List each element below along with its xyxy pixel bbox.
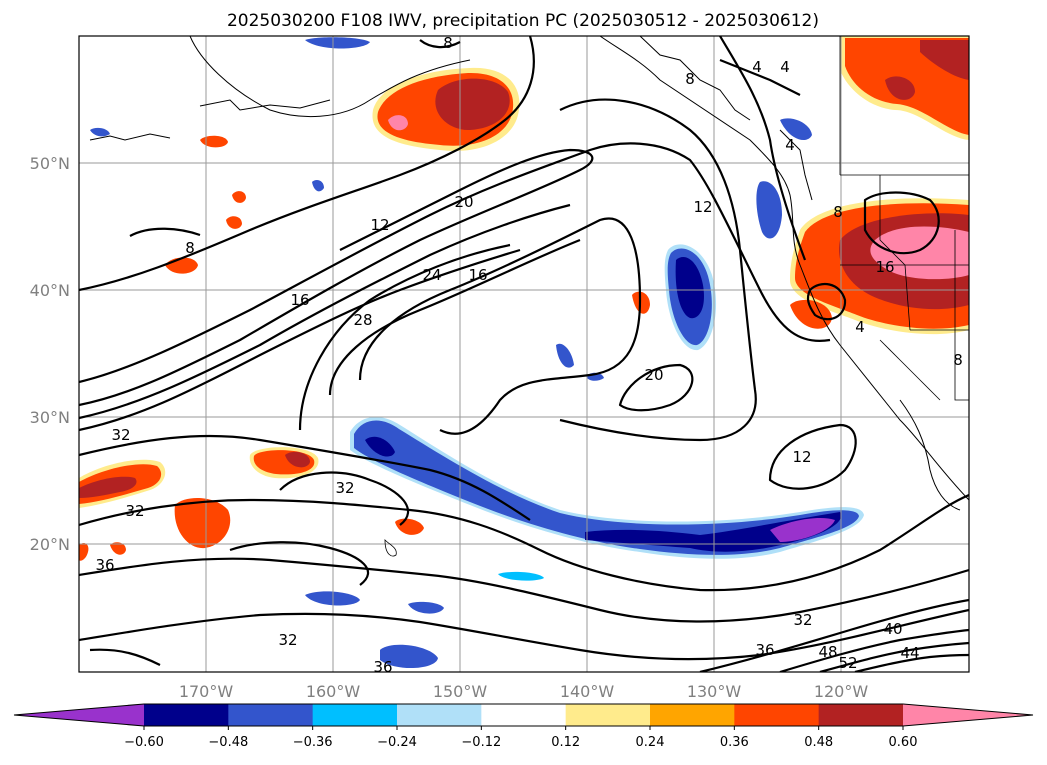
colorbar-tick-label: −0.48	[208, 735, 248, 750]
colorbar-extend-min	[14, 704, 144, 726]
lon-tick-label: 120°W	[814, 682, 869, 701]
contour-label: 24	[422, 266, 441, 284]
colorbar-tick-label: 0.36	[720, 735, 749, 750]
contour-label: 4	[752, 58, 762, 76]
contour-label: 4	[785, 136, 795, 154]
colorbar-segment	[734, 704, 819, 726]
colorbar-tick-label: 0.24	[636, 735, 665, 750]
contour-label: 12	[693, 198, 712, 216]
colorbar-tick-label: 0.48	[804, 735, 833, 750]
contour-label: 32	[335, 479, 354, 497]
lon-axis: 170°W 160°W 150°W 140°W 130°W 120°W	[179, 682, 869, 701]
contour-label: 20	[644, 366, 663, 384]
contour-label: 8	[185, 239, 195, 257]
lon-tick-label: 160°W	[306, 682, 361, 701]
lon-tick-label: 130°W	[687, 682, 742, 701]
contour-label: 32	[111, 426, 130, 444]
contour-label: 48	[818, 643, 837, 661]
contour-label: 44	[900, 644, 919, 662]
contour-label: 4	[780, 58, 790, 76]
contour-label: 52	[838, 654, 857, 672]
map-area: 8 4 4 4 8 8 8 16 4 8 12 20 12 16 24 16 2…	[79, 34, 969, 676]
contour-label: 28	[353, 311, 372, 329]
lat-tick-label: 30°N	[30, 408, 70, 427]
lon-tick-label: 140°W	[560, 682, 615, 701]
colorbar-extend-max	[903, 704, 1033, 726]
colorbar-segment	[144, 704, 229, 726]
chart-title: 2025030200 F108 IWV, precipitation PC (2…	[227, 11, 819, 31]
contour-label: 20	[454, 193, 473, 211]
colorbar-tick-label: −0.12	[461, 735, 501, 750]
colorbar-segment	[313, 704, 398, 726]
contour-label: 16	[468, 266, 487, 284]
colorbar-segment	[566, 704, 651, 726]
colorbar-tick-label: −0.60	[124, 735, 164, 750]
contour-label: 32	[793, 611, 812, 629]
colorbar: −0.60 −0.48 −0.36 −0.24 −0.12 0.12 0.24 0.36 0.4…	[14, 704, 1033, 750]
lat-tick-label: 20°N	[30, 535, 70, 554]
contour-label: 8	[833, 203, 843, 221]
colorbar-segment	[397, 704, 482, 726]
contour-label: 40	[883, 620, 902, 638]
contour-label: 8	[443, 34, 453, 52]
colorbar-segment	[650, 704, 735, 726]
contour-label: 32	[125, 502, 144, 520]
lon-tick-label: 170°W	[179, 682, 234, 701]
colorbar-tick-label: −0.36	[293, 735, 333, 750]
contour-label: 16	[875, 258, 894, 276]
contour-label: 12	[792, 448, 811, 466]
contour-label: 16	[290, 291, 309, 309]
colorbar-segment	[228, 704, 313, 726]
contour-label: 8	[953, 351, 963, 369]
contour-label: 4	[855, 318, 865, 336]
lat-tick-label: 50°N	[30, 154, 70, 173]
colorbar-tick-label: 0.12	[551, 735, 580, 750]
contour-label: 12	[370, 216, 389, 234]
colorbar-tick-label: −0.24	[377, 735, 417, 750]
colorbar-segment	[481, 704, 566, 726]
contour-label: 32	[278, 631, 297, 649]
lat-tick-label: 40°N	[30, 281, 70, 300]
colorbar-tick-label: 0.60	[889, 735, 918, 750]
contour-label: 36	[755, 641, 774, 659]
contour-label: 8	[685, 70, 695, 88]
contour-label: 36	[95, 556, 114, 574]
lat-axis: 50°N 40°N 30°N 20°N	[30, 154, 70, 554]
lon-tick-label: 150°W	[433, 682, 488, 701]
contour-label: 36	[373, 658, 392, 676]
colorbar-segment	[819, 704, 904, 726]
